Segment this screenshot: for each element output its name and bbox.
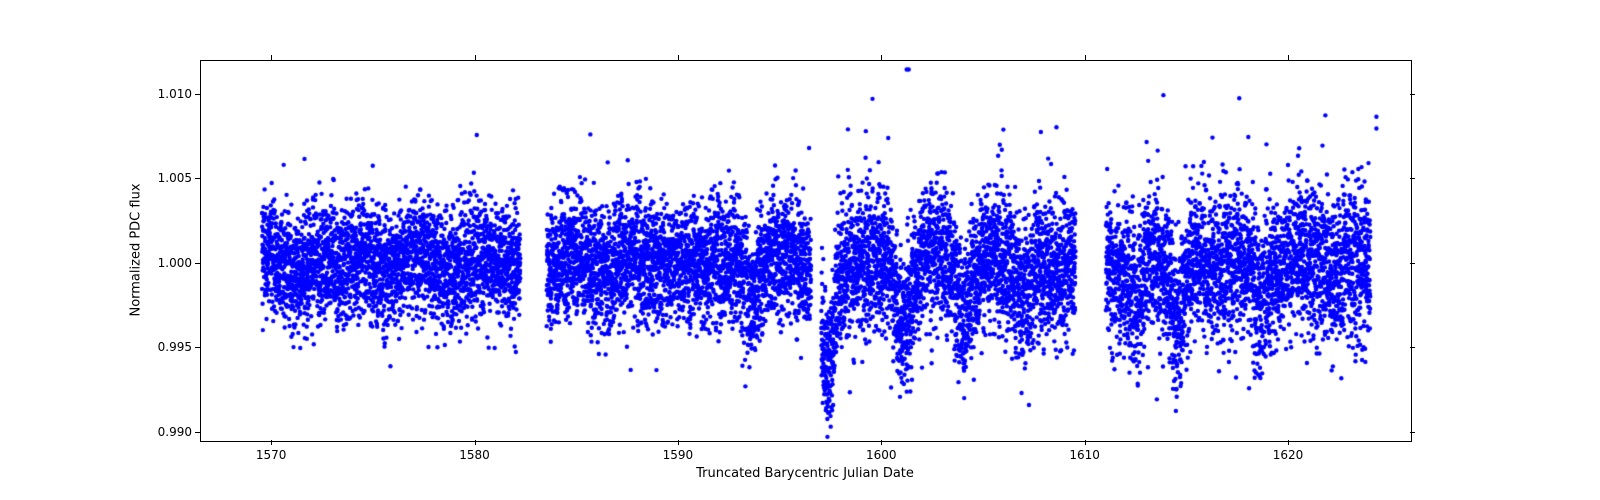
y-tick-mark-right: [1410, 263, 1415, 264]
y-tick-label: 1.010: [156, 87, 192, 101]
x-tick-mark: [881, 440, 882, 445]
x-tick-mark: [678, 440, 679, 445]
y-tick-mark: [195, 263, 200, 264]
y-tick-mark-right: [1410, 94, 1415, 95]
x-tick-label: 1590: [663, 448, 694, 462]
x-tick-mark-top: [881, 55, 882, 60]
x-tick-label: 1600: [866, 448, 897, 462]
y-tick-mark: [195, 94, 200, 95]
y-tick-label: 0.990: [156, 425, 192, 439]
y-tick-mark: [195, 432, 200, 433]
y-tick-mark: [195, 347, 200, 348]
x-tick-mark-top: [1085, 55, 1086, 60]
y-tick-label: 0.995: [156, 340, 192, 354]
x-tick-mark-top: [678, 55, 679, 60]
scatter-canvas: [201, 61, 1411, 441]
x-tick-mark-top: [475, 55, 476, 60]
x-tick-mark-top: [271, 55, 272, 60]
x-tick-mark: [271, 440, 272, 445]
x-tick-mark: [1288, 440, 1289, 445]
x-tick-mark: [1085, 440, 1086, 445]
y-axis-label: Normalized PDC flux: [129, 183, 144, 316]
y-tick-mark-right: [1410, 347, 1415, 348]
y-tick-mark-right: [1410, 432, 1415, 433]
x-tick-label: 1610: [1069, 448, 1100, 462]
x-tick-label: 1580: [459, 448, 490, 462]
x-tick-mark-top: [1288, 55, 1289, 60]
x-tick-label: 1570: [256, 448, 287, 462]
figure: Truncated Barycentric Julian Date Normal…: [0, 0, 1600, 500]
y-tick-label: 1.005: [156, 171, 192, 185]
x-tick-label: 1620: [1273, 448, 1304, 462]
x-tick-mark: [475, 440, 476, 445]
y-tick-mark: [195, 178, 200, 179]
y-tick-label: 1.000: [156, 256, 192, 270]
plot-area: [200, 60, 1412, 442]
x-axis-label: Truncated Barycentric Julian Date: [696, 466, 914, 481]
y-tick-mark-right: [1410, 178, 1415, 179]
